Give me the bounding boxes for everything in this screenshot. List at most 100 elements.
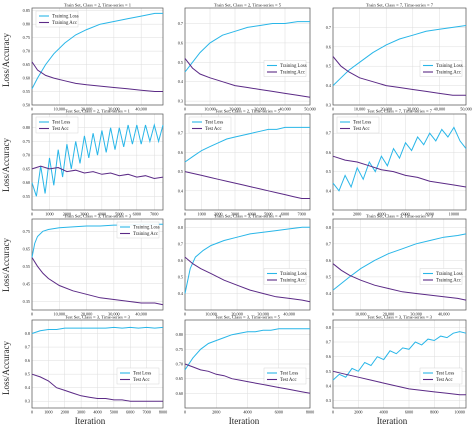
x-tick-label: 10,000 bbox=[354, 107, 366, 113]
y-tick-label: 0.7 bbox=[326, 25, 331, 30]
plot-frame bbox=[31, 319, 164, 409]
legend-label-acc: Training Acc bbox=[52, 21, 77, 26]
x-tick-label: 0 bbox=[332, 212, 334, 217]
panel-4: 0.55 0.60 0.65 0.70 0.75 0.80 0 1000 2000 3000 400… bbox=[23, 109, 164, 217]
y-tick-label: 0.50 bbox=[23, 103, 30, 108]
x-tick-label: 3000 bbox=[231, 212, 239, 217]
panel-title: Train Set, Class = 2, Time-series = 1 bbox=[64, 3, 132, 9]
y-tick-label: 0.5 bbox=[178, 274, 183, 279]
x-tick-label: 2000 bbox=[212, 410, 220, 415]
y-tick-label: 0.85 bbox=[23, 8, 30, 13]
y-axis-label-row-1: Loss/Accuracy bbox=[1, 33, 11, 87]
y-tick-label: 0.80 bbox=[176, 332, 183, 337]
series-line-acc bbox=[332, 263, 467, 301]
y-tick-label: 0.3 bbox=[326, 103, 331, 108]
y-tick-label: 0.75 bbox=[23, 139, 30, 144]
y-tick-label: 0.6 bbox=[25, 358, 30, 363]
legend-label-acc: Training Acc bbox=[280, 71, 305, 76]
x-tick-label: 0 bbox=[31, 410, 33, 415]
y-axis-label-row-4: Loss/Accuracy bbox=[1, 341, 11, 395]
plot-frame bbox=[31, 218, 164, 311]
series-line-loss bbox=[31, 12, 163, 90]
legend-label-loss: Training Loss bbox=[436, 272, 463, 277]
y-tick-label: 0.7 bbox=[25, 345, 30, 350]
y-tick-label: 0.7 bbox=[178, 21, 183, 26]
series-line-loss bbox=[332, 126, 467, 192]
panel-title: Train Set, Class = 3, Time-series = 3 bbox=[64, 214, 132, 220]
plot-background bbox=[185, 8, 310, 105]
plot-frame bbox=[184, 218, 311, 311]
y-tick-label: 0.3 bbox=[178, 99, 183, 104]
y-tick-label: 0.60 bbox=[176, 391, 183, 396]
y-tick-label: 0.5 bbox=[326, 64, 331, 69]
y-tick-label: 0.4 bbox=[326, 291, 332, 296]
x-tick-label: 30,000 bbox=[410, 312, 422, 318]
series-line-loss bbox=[332, 331, 467, 381]
x-tick-label: 30,000 bbox=[108, 107, 120, 113]
panel-title: Train Set, Class = 3, Time-series = 4 bbox=[214, 214, 282, 220]
panel-title: Train Set, Class = 2, Time-series = 5 bbox=[214, 3, 282, 9]
x-tick-label: 0 bbox=[184, 410, 186, 415]
x-tick-label: 8000 bbox=[430, 410, 438, 415]
panel-title: Test Set, Class = 3, Time-series = 5 bbox=[215, 315, 281, 321]
y-tick-label: 0.7 bbox=[178, 241, 183, 246]
legend-label-acc: Test Acc bbox=[353, 127, 370, 132]
x-tick-label: 4000 bbox=[243, 410, 251, 415]
panel-1: 0.50 0.55 0.60 0.65 0.70 0.75 0.80 0.85 0 10,000 2… bbox=[23, 3, 164, 113]
x-tick-label: 1000 bbox=[44, 410, 52, 415]
panel-title: Test Set, Class = 3, Time-series = 3 bbox=[65, 315, 131, 321]
y-tick-label: 0.6 bbox=[326, 354, 331, 359]
legend: Training Loss Training Acc bbox=[419, 60, 463, 77]
plot-background bbox=[333, 219, 466, 310]
y-tick-label: 0.5 bbox=[326, 169, 331, 174]
x-tick-label: 0 bbox=[184, 212, 186, 217]
x-tick-label: 7000 bbox=[297, 212, 305, 217]
legend-label-acc: Training Acc bbox=[436, 279, 461, 284]
plot-background bbox=[333, 320, 466, 408]
legend-label-loss: Test Loss bbox=[436, 372, 454, 377]
y-tick-label: 0.55 bbox=[23, 194, 30, 199]
y-tick-label: 0.6 bbox=[178, 40, 183, 45]
series-line-acc bbox=[31, 165, 164, 180]
y-tick-label: 0.3 bbox=[326, 398, 331, 403]
x-tick-label: 50,000 bbox=[304, 107, 316, 113]
series-line-acc bbox=[31, 61, 163, 92]
x-tick-label: 4000 bbox=[379, 410, 387, 415]
x-tick-label: 0 bbox=[31, 212, 33, 217]
y-tick-label: 0.5 bbox=[178, 169, 183, 174]
series-line-loss bbox=[184, 328, 310, 371]
x-tick-label: 5000 bbox=[115, 212, 123, 217]
y-tick-label: 0.7 bbox=[326, 340, 331, 345]
plot-frame bbox=[184, 7, 311, 106]
plot-frame bbox=[31, 7, 164, 106]
panel-2: 0.3 0.4 0.5 0.6 0.7 0 10,000 20,000 30,000 40,000… bbox=[178, 3, 316, 113]
x-tick-label: 40,000 bbox=[135, 312, 147, 318]
panel-title: Test Set, Class = 3, Time-series = 3 bbox=[367, 315, 433, 321]
y-tick-label: 0.4 bbox=[326, 83, 332, 88]
x-tick-label: 6000 bbox=[126, 410, 134, 415]
legend-label-loss: Training Loss bbox=[133, 226, 160, 231]
y-tick-label: 0.4 bbox=[178, 291, 184, 296]
y-tick-label: 0.70 bbox=[176, 362, 183, 367]
x-tick-label: 2000 bbox=[63, 212, 71, 217]
x-axis-label-col-1: Iteration bbox=[75, 416, 106, 426]
x-tick-label: 7000 bbox=[150, 212, 158, 217]
legend-label-acc: Training Acc bbox=[436, 71, 461, 76]
legend-label-acc: Training Acc bbox=[280, 279, 305, 284]
panel-5: 0.4 0.5 0.6 0.7 0 1000 2000 3000 4000 5000 6000 700… bbox=[178, 109, 311, 217]
legend-label-loss: Training Loss bbox=[436, 64, 463, 69]
x-tick-label: 0 bbox=[332, 410, 334, 415]
panel-title: Test Set, Class = 2, Time-series = 5 bbox=[215, 109, 281, 115]
series-line-acc bbox=[332, 155, 467, 188]
plot-background bbox=[333, 8, 466, 105]
y-tick-label: 0.75 bbox=[176, 347, 183, 352]
panel-11: 0.60 0.65 0.70 0.75 0.80 0 2000 4000 6000 8000 Tes… bbox=[176, 315, 315, 415]
legend-label-acc: Test Acc bbox=[436, 378, 453, 383]
series-line-acc bbox=[332, 56, 466, 96]
legend-label-loss: Test Loss bbox=[280, 372, 298, 377]
y-axis-label-row-3: Loss/Accuracy bbox=[1, 238, 11, 292]
x-tick-label: 0 bbox=[184, 312, 186, 317]
